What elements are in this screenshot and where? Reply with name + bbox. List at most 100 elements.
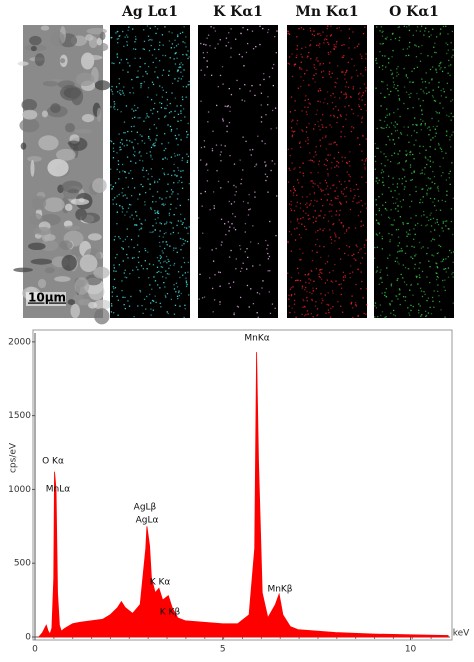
- map-dot: [320, 34, 322, 37]
- map-dot: [312, 205, 315, 207]
- map-dot: [378, 223, 380, 225]
- map-dot: [136, 244, 139, 246]
- map-dot: [437, 86, 440, 88]
- map-dot: [150, 156, 152, 158]
- map-dot: [127, 300, 129, 302]
- map-dot: [426, 224, 428, 226]
- map-dot: [420, 224, 423, 227]
- map-dot: [419, 105, 422, 107]
- peak-label: AgLβ: [134, 503, 157, 513]
- map-dot: [185, 53, 187, 56]
- map-dot: [161, 96, 164, 98]
- map-dot: [442, 220, 444, 223]
- map-dot: [134, 116, 136, 118]
- map-dot: [114, 108, 116, 110]
- map-dot: [131, 117, 134, 119]
- map-dot: [179, 305, 181, 307]
- map-dot: [234, 194, 236, 196]
- map-dot: [445, 152, 447, 154]
- map-dot: [136, 215, 138, 217]
- map-dot: [151, 175, 153, 178]
- map-dot: [236, 305, 239, 307]
- map-dot: [427, 312, 430, 314]
- map-dot: [242, 136, 244, 138]
- map-dot: [227, 221, 230, 223]
- map-dot: [290, 204, 293, 206]
- map-dot: [142, 169, 144, 171]
- map-dot: [151, 54, 154, 56]
- map-dot: [320, 190, 323, 192]
- map-dot: [269, 220, 271, 223]
- map-dot: [391, 300, 393, 302]
- map-dot: [296, 194, 298, 196]
- map-dot: [443, 268, 445, 270]
- map-dot: [182, 75, 184, 78]
- map-dot: [256, 292, 259, 294]
- map-dot: [391, 154, 393, 157]
- map-dot: [116, 211, 119, 213]
- map-dot: [176, 251, 178, 254]
- map-dot: [409, 154, 411, 156]
- map-dot: [113, 107, 115, 109]
- map-dot: [164, 26, 166, 28]
- map-dot: [170, 110, 172, 113]
- map-dot: [213, 299, 216, 301]
- map-dot: [143, 29, 145, 31]
- map-dot: [121, 246, 123, 249]
- map-dot: [413, 67, 415, 70]
- map-dot: [406, 153, 408, 155]
- map-dot: [384, 316, 386, 319]
- map-dot: [176, 198, 179, 200]
- map-dot: [314, 183, 316, 185]
- map-dot: [144, 204, 146, 206]
- map-dot: [345, 161, 348, 164]
- map-dot: [344, 78, 346, 80]
- map-dot: [168, 40, 171, 42]
- map-dot: [215, 104, 218, 107]
- map-dot: [112, 157, 115, 159]
- map-dot: [125, 177, 127, 179]
- sem-texture: [94, 308, 110, 325]
- map-dot: [360, 220, 362, 223]
- map-dot: [163, 233, 166, 235]
- map-dot: [126, 58, 128, 61]
- map-dot: [438, 112, 441, 114]
- map-dot: [359, 92, 361, 94]
- map-dot: [137, 107, 139, 109]
- map-dot: [384, 294, 386, 296]
- map-dot: [452, 251, 455, 253]
- map-dot: [132, 146, 135, 148]
- map-dot: [207, 111, 210, 113]
- map-dot: [214, 274, 216, 276]
- map-dot: [429, 266, 431, 268]
- map-dot: [293, 130, 296, 132]
- map-dot: [397, 153, 399, 155]
- map-dot: [127, 71, 129, 73]
- map-dot: [276, 195, 278, 197]
- map-dot: [357, 93, 360, 95]
- map-dot: [375, 307, 378, 309]
- map-dot: [309, 291, 311, 294]
- map-dot: [362, 32, 365, 35]
- map-dot: [386, 267, 388, 269]
- map-dot: [257, 242, 259, 245]
- map-dot: [436, 112, 438, 114]
- map-dot: [174, 110, 176, 112]
- map-dot: [296, 119, 299, 122]
- map-dot: [355, 283, 357, 286]
- map-dot: [375, 204, 378, 206]
- map-dot: [356, 202, 358, 204]
- map-dot: [384, 37, 387, 40]
- map-dot: [229, 106, 231, 108]
- map-dot: [411, 245, 413, 248]
- map-dot: [158, 118, 160, 120]
- map-dot: [412, 257, 414, 260]
- map-dot: [435, 272, 437, 274]
- map-dot: [361, 99, 363, 101]
- map-dot: [348, 180, 350, 182]
- sem-texture: [81, 114, 95, 123]
- map-dot: [299, 68, 301, 70]
- map-dot: [385, 316, 387, 318]
- map-dot: [387, 159, 389, 161]
- map-dot: [317, 230, 319, 232]
